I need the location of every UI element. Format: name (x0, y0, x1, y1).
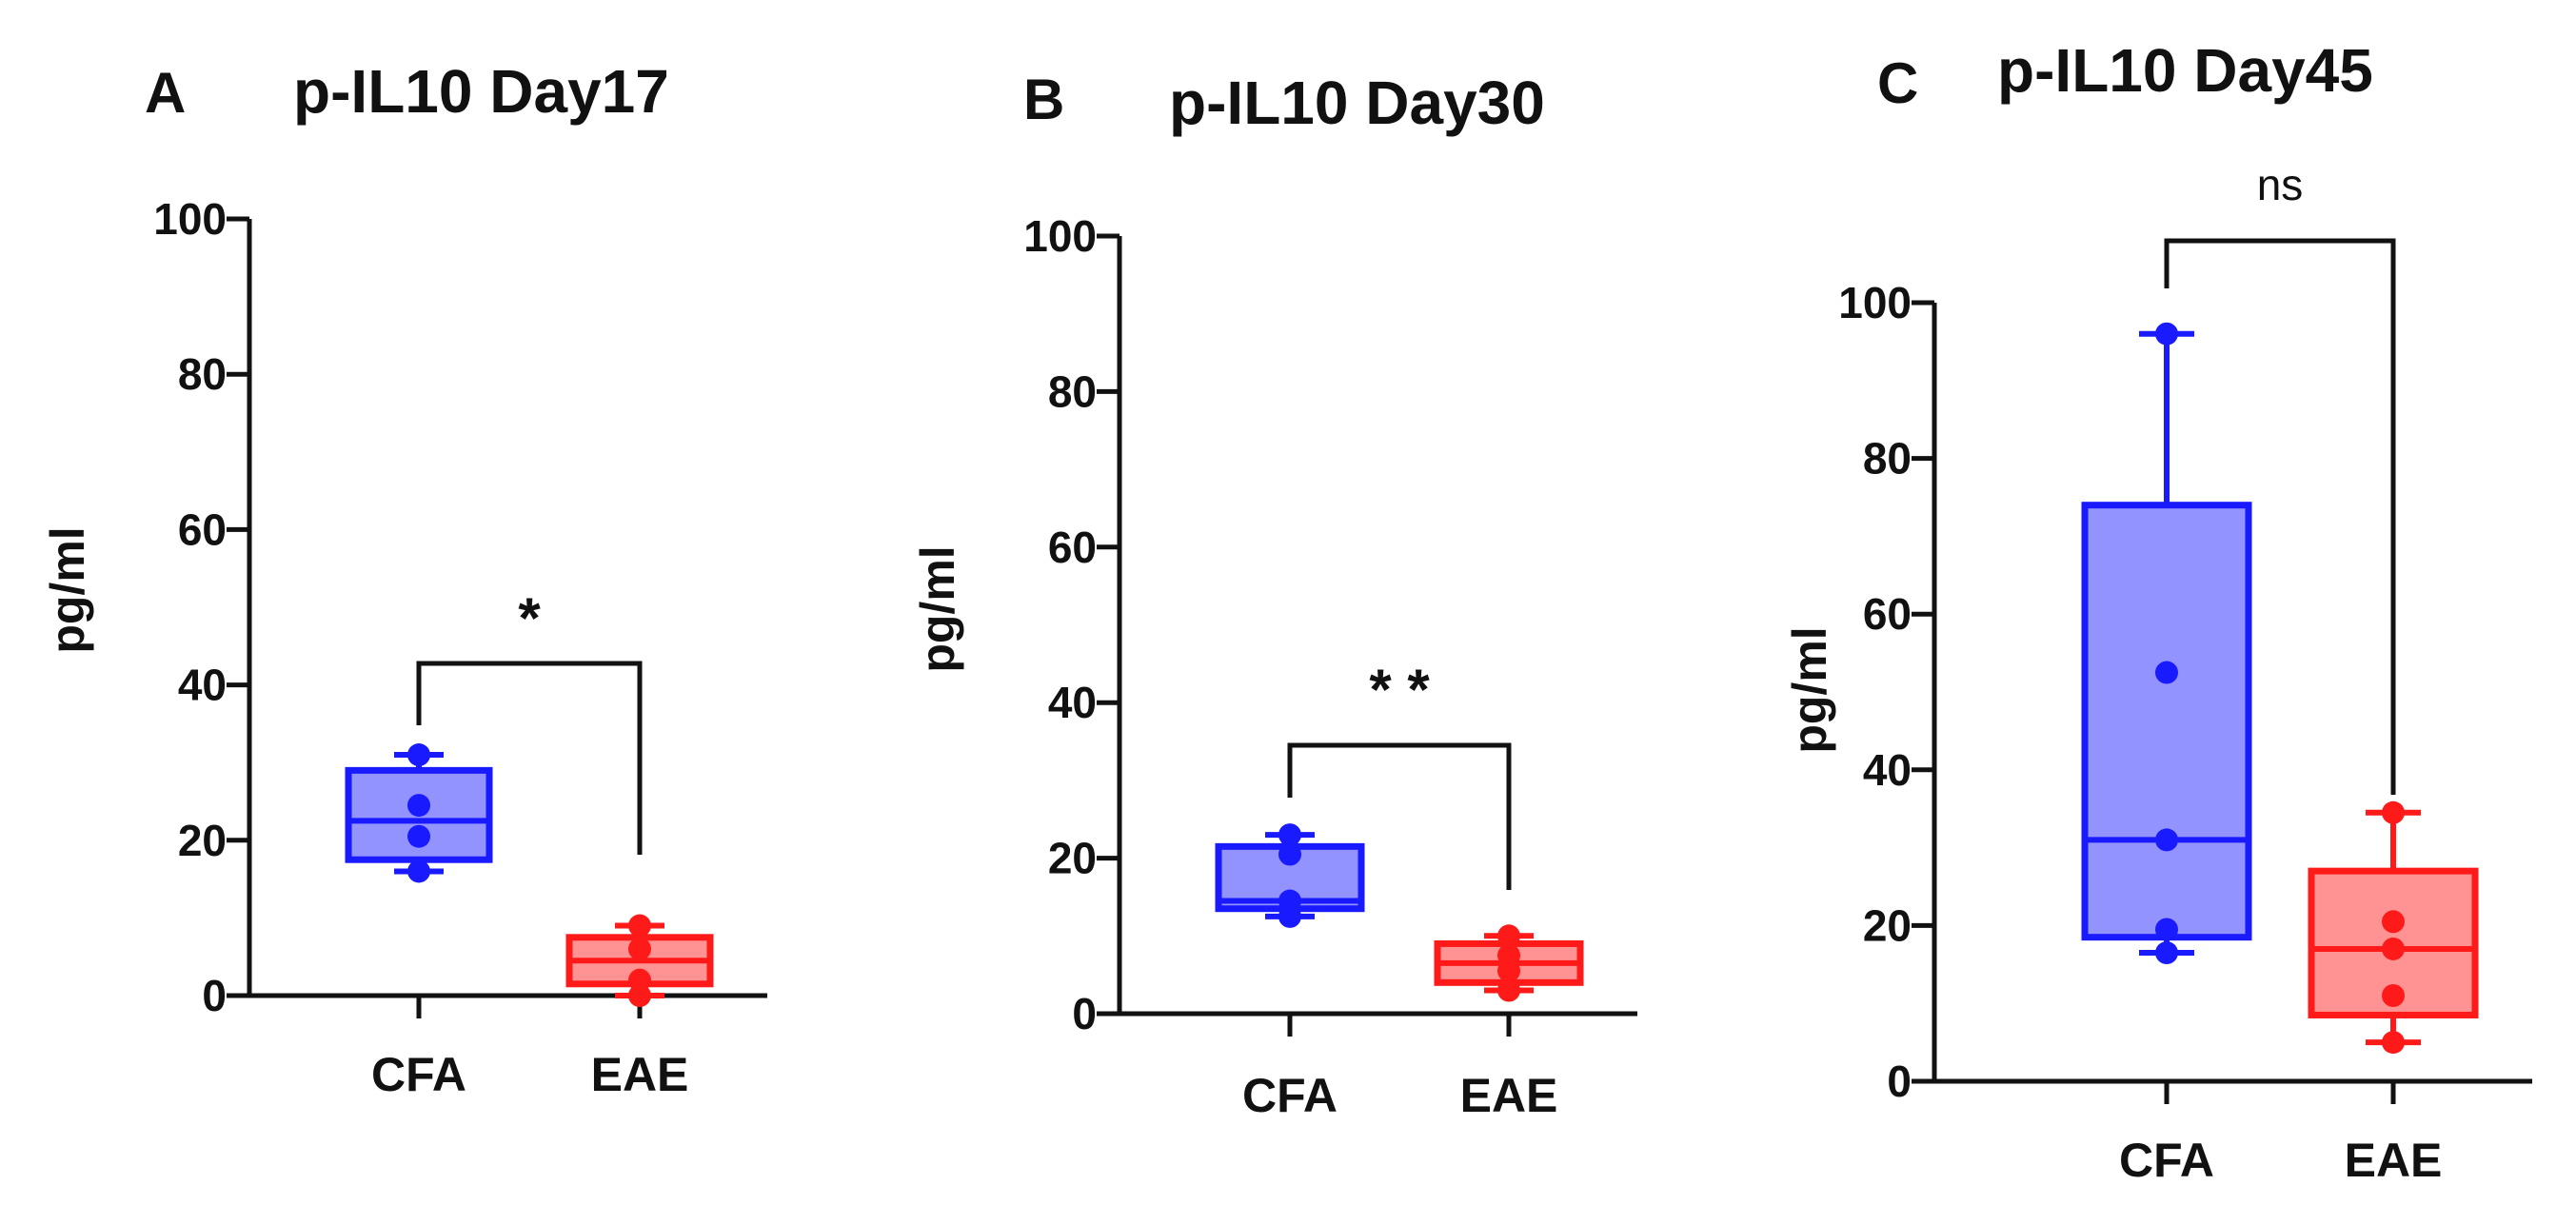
plot-area-b: 0 20 40 60 80 100 CFA EAE * * (1023, 211, 1637, 1122)
plot-area-a: 0 20 40 60 80 100 CFA EAE * (153, 194, 767, 1101)
data-point (1497, 924, 1520, 948)
data-point (407, 743, 430, 767)
data-point (2382, 1031, 2405, 1055)
y-tick-label-a: 100 (153, 194, 227, 244)
data-point (628, 938, 651, 961)
box-a-eae (565, 914, 714, 1007)
box-c-cfa (2081, 322, 2252, 965)
y-axis-title-a: pg/ml (41, 526, 94, 653)
data-point (628, 968, 651, 992)
data-point (1278, 842, 1301, 866)
box-body (2081, 502, 2252, 941)
y-tick-label-c: 40 (1863, 745, 1912, 795)
box-b-cfa (1215, 823, 1365, 928)
significance-label-b: * * (1369, 658, 1430, 721)
data-point (2382, 800, 2405, 824)
significance-bracket-c (2164, 238, 2396, 795)
x-tick-label-c-eae: EAE (2345, 1134, 2443, 1187)
panel-title-c: p-IL10 Day45 (1997, 36, 2373, 105)
data-point (407, 824, 430, 848)
significance-label-c: ns (2257, 160, 2304, 209)
x-tick-label-b-eae: EAE (1460, 1069, 1558, 1122)
significance-bracket-b (1287, 742, 1512, 890)
y-tick-label-c: 80 (1863, 434, 1912, 484)
y-axis-title-b: pg/ml (911, 545, 964, 672)
y-tick-label-b: 100 (1023, 211, 1097, 261)
data-point (1278, 823, 1301, 847)
panel-letter-b: B (1023, 68, 1064, 131)
panel-a: A p-IL10 Day17 pg/ml 0 20 40 60 80 100 CFA EAE * (41, 57, 767, 1101)
y-tick-label-a: 60 (178, 504, 227, 554)
y-tick-label-c: 20 (1863, 900, 1912, 950)
significance-label-a: * (518, 586, 541, 650)
panel-letter-a: A (145, 61, 186, 125)
box-c-eae (2308, 800, 2479, 1055)
y-tick-label-c: 100 (1838, 278, 1912, 327)
box-a-cfa (345, 743, 493, 883)
y-axis-title-c: pg/ml (1783, 626, 1836, 753)
data-point (2155, 941, 2178, 965)
y-tick-label-b: 20 (1048, 834, 1097, 883)
x-tick-label-b-cfa: CFA (1242, 1069, 1338, 1122)
data-point (2382, 910, 2405, 934)
x-tick-label-c-cfa: CFA (2119, 1134, 2214, 1187)
y-tick-label-b: 40 (1048, 678, 1097, 727)
significance-bracket-a (416, 661, 643, 855)
data-point (2382, 984, 2405, 1008)
y-tick-label-b: 60 (1048, 523, 1097, 572)
data-point (2155, 661, 2178, 684)
box-b-eae (1434, 924, 1584, 1002)
data-point (1497, 978, 1520, 1002)
panel-title-b: p-IL10 Day30 (1169, 69, 1545, 137)
panel-letter-c: C (1877, 51, 1918, 115)
y-tick-label-a: 0 (202, 971, 227, 1020)
y-tick-label-b: 0 (1072, 989, 1097, 1038)
panel-title-a: p-IL10 Day17 (293, 57, 669, 126)
panel-c: C p-IL10 Day45 pg/ml 0 20 40 60 80 100 CFA EAE n… (1783, 36, 2532, 1187)
data-point (2155, 828, 2178, 852)
data-point (2155, 322, 2178, 346)
y-tick-label-a: 80 (178, 349, 227, 399)
plot-area-c: 0 20 40 60 80 100 CFA EAE ns (1838, 160, 2532, 1187)
y-tick-label-a: 40 (178, 661, 227, 710)
x-tick-label-a-eae: EAE (591, 1048, 689, 1101)
panel-b: B p-IL10 Day30 pg/ml 0 20 40 60 80 100 CFA EAE *… (911, 68, 1637, 1122)
data-point (1497, 943, 1520, 967)
y-tick-label-a: 20 (178, 816, 227, 865)
data-point (407, 859, 430, 883)
data-point (407, 794, 430, 818)
y-tick-label-b: 80 (1048, 366, 1097, 416)
data-point (2382, 937, 2405, 960)
data-point (1278, 889, 1301, 913)
data-point (628, 914, 651, 938)
y-tick-label-c: 0 (1887, 1057, 1912, 1106)
x-tick-label-a-cfa: CFA (371, 1048, 466, 1101)
y-tick-label-c: 60 (1863, 589, 1912, 639)
data-point (2155, 918, 2178, 941)
